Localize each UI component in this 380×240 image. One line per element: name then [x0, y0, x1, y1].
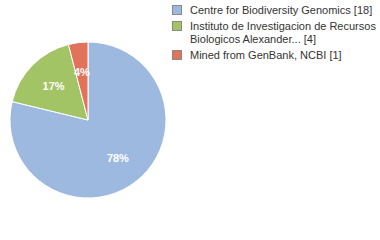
html-text:Instituto de Investigacion de: Instituto de Investigacion de Recursos B…	[190, 20, 376, 45]
svg-text:17%: 17%	[43, 80, 65, 92]
svg-text:4%: 4%	[74, 66, 90, 78]
html-text:Mined from GenBank, NCBI [1]: Mined from GenBank, NCBI [1]	[190, 49, 342, 61]
svg-text:78%: 78%	[107, 152, 129, 164]
html-text:Centre for Biodiversity Genomi: Centre for Biodiversity Genomics [18]	[190, 4, 373, 16]
